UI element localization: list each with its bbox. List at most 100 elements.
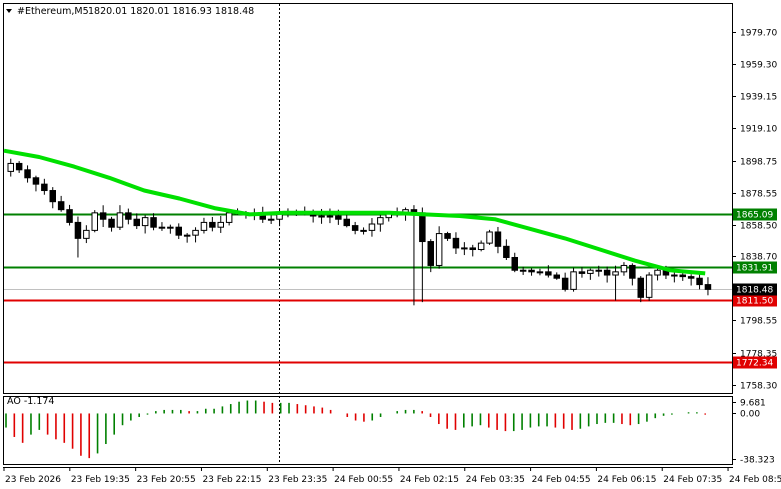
- candle: [209, 216, 216, 232]
- candle: [150, 213, 157, 231]
- candle: [612, 265, 619, 301]
- ao-y-tick-label: 9.681: [740, 399, 766, 409]
- y-tick-label: 1878.55: [740, 190, 777, 200]
- candle: [49, 187, 56, 209]
- candle: [578, 267, 586, 278]
- level-price-tag-label: 1831.91: [736, 264, 773, 274]
- candle: [486, 229, 493, 245]
- x-tick-label: 24 Feb 04:55: [532, 475, 591, 485]
- candle: [24, 165, 31, 183]
- level-price-tag-label: 1811.50: [736, 297, 773, 307]
- y-tick-label: 1939.15: [740, 93, 777, 103]
- candle: [435, 226, 443, 269]
- candle: [545, 265, 552, 278]
- candle: [377, 214, 384, 232]
- x-tick-label: 24 Feb 08:55: [729, 475, 781, 485]
- levels-layer: [4, 213, 732, 364]
- level-price-tag: [733, 356, 777, 369]
- symbol-label[interactable]: #Ethereum,M5: [17, 6, 89, 17]
- y-tick-label: 1959.30: [740, 61, 777, 71]
- ao-indicator-label: AO -1.174: [7, 396, 54, 407]
- symbol-dropdown-icon[interactable]: [6, 9, 12, 13]
- candle: [32, 175, 40, 192]
- candle: [116, 205, 124, 230]
- current-price-label: 1818.48: [736, 286, 773, 296]
- y-tick-label: 1979.70: [740, 29, 777, 39]
- ohlc-readout: 1820.01 1820.01 1816.93 1818.48: [88, 6, 254, 17]
- candle: [267, 214, 275, 224]
- price-tags: 1865.09 1831.91 1811.50 1772.34 1818.48: [733, 208, 777, 369]
- candle: [595, 265, 602, 277]
- candle: [41, 178, 48, 195]
- level-price-tag: [733, 294, 777, 307]
- x-tick-label: 23 Feb 22:15: [202, 475, 261, 485]
- candle: [561, 272, 569, 292]
- candle: [477, 240, 485, 252]
- candle: [99, 205, 107, 228]
- candle: [461, 242, 468, 256]
- candle: [175, 223, 182, 239]
- candle: [536, 268, 544, 276]
- y-tick-label: 1758.30: [740, 382, 777, 392]
- candle: [696, 272, 703, 290]
- candle: [519, 266, 527, 275]
- x-tick-label: 24 Feb 07:35: [663, 475, 722, 485]
- candle: [192, 227, 199, 243]
- candle: [200, 217, 208, 234]
- y-tick-label: 1858.50: [740, 222, 777, 232]
- candle: [108, 216, 115, 232]
- candle: [687, 274, 695, 286]
- candle: [225, 210, 233, 226]
- candle: [7, 158, 14, 177]
- candle: [351, 221, 359, 235]
- y-tick-label: 1898.75: [740, 158, 777, 168]
- moving-average-line[interactable]: [3, 148, 706, 276]
- candle: [469, 244, 476, 257]
- candle: [66, 204, 73, 226]
- candle: [620, 262, 628, 276]
- candle: [91, 210, 98, 233]
- candle: [217, 215, 224, 233]
- ao-layer: [5, 400, 707, 459]
- candle: [410, 205, 418, 306]
- x-tick-label: 23 Feb 20:55: [137, 475, 196, 485]
- candle: [553, 272, 560, 280]
- level-price-tag-label: 1772.34: [736, 359, 773, 369]
- level-price-tag: [733, 208, 777, 221]
- candle: [704, 277, 712, 296]
- candle: [74, 216, 82, 258]
- y-tick-label: 1778.35: [740, 350, 777, 360]
- candle: [603, 266, 611, 283]
- x-tick-label: 23 Feb 19:35: [71, 475, 130, 485]
- main-plot-frame: [3, 3, 733, 394]
- x-axis: 23 Feb 2026 23 Feb 19:35 23 Feb 20:55 23 Fe…: [3, 467, 781, 485]
- candle: [494, 226, 502, 254]
- candle: [158, 222, 166, 231]
- candle: [654, 268, 661, 281]
- x-tick-label: 24 Feb 02:15: [400, 475, 459, 485]
- candle: [167, 224, 174, 234]
- candle: [141, 214, 149, 234]
- candle: [343, 214, 350, 228]
- candle: [503, 239, 510, 261]
- y-tick-label: 1838.70: [740, 253, 777, 263]
- y-tick-label: 1919.10: [740, 125, 777, 135]
- level-price-tag-label: 1865.09: [736, 211, 773, 221]
- candle: [83, 225, 90, 244]
- candle: [419, 207, 426, 303]
- x-tick-label: 24 Feb 06:15: [597, 475, 656, 485]
- level-price-tag: [733, 261, 777, 274]
- candles-layer: [7, 158, 712, 306]
- x-tick-label: 24 Feb 00:55: [334, 475, 393, 485]
- candle: [15, 161, 23, 173]
- candle: [444, 231, 451, 241]
- x-tick-label: 23 Feb 2026: [5, 475, 61, 485]
- candle: [570, 267, 577, 292]
- candle: [125, 208, 132, 225]
- y-axis: 1979.70 1959.30 1939.15 1919.10 1898.75 1878.…: [732, 29, 777, 392]
- ma-layer: [3, 148, 706, 276]
- candle: [57, 195, 65, 212]
- candle: [645, 272, 653, 301]
